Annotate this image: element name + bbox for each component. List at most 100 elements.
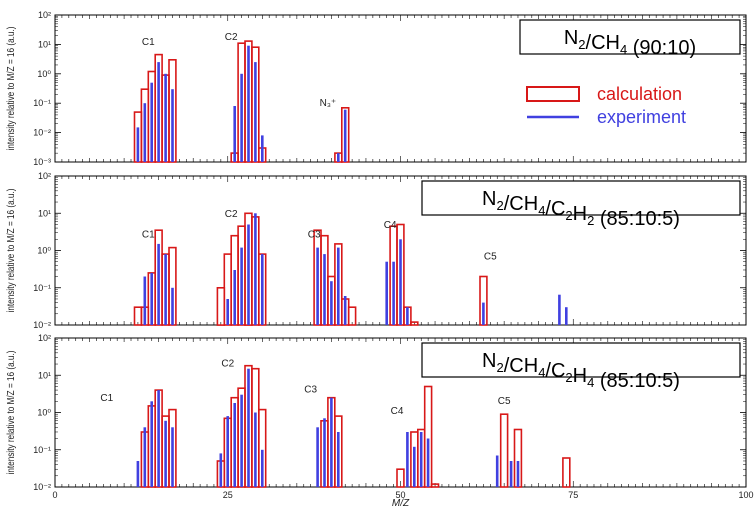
experiment-bar [254,213,257,325]
experiment-bar [337,248,340,325]
y-tick-label: 10⁰ [37,408,51,418]
experiment-bar [233,270,236,325]
calculation-bar [501,414,508,487]
experiment-bar [254,62,257,162]
panel-1: 10⁻³10⁻²10⁻¹10⁰10¹10²intensity relative … [5,10,746,167]
experiment-bar [517,461,520,487]
experiment-bar [385,262,388,325]
legend-calculation-swatch [527,87,579,101]
subscript: 2 [565,208,572,223]
subscript: 4 [538,365,545,380]
subscript: 4 [587,375,594,390]
y-tick-label: 10⁻¹ [33,98,51,108]
experiment-bar [261,254,264,325]
experiment-bar [164,74,167,162]
panel-3: 10⁻²10⁻¹10⁰10¹10²intensity relative to M… [5,333,753,506]
subscript: 4 [538,203,545,218]
calculation-bar [563,458,570,487]
title-text: /C [545,360,565,382]
y-tick-label: 10⁰ [37,246,51,256]
x-tick-label: 75 [568,490,578,500]
subscript: 2 [565,370,572,385]
group-label: C4 [391,406,404,417]
experiment-bar [420,432,423,487]
experiment-bar [392,262,395,325]
group-label: C5 [498,396,511,407]
group-label: C4 [384,220,397,231]
experiment-bar [482,303,485,325]
experiment-bar [171,89,174,162]
y-tick-label: 10¹ [38,208,51,218]
title-text: (85:10:5) [594,208,680,230]
title-text: N [564,27,578,49]
y-tick-label: 10² [38,171,51,181]
x-tick-label: 0 [52,490,57,500]
experiment-bar [330,281,333,325]
experiment-bar [220,453,223,487]
group-label: C1 [100,393,113,404]
experiment-bar [558,295,561,325]
y-tick-label: 10⁻³ [33,157,51,167]
experiment-bar [261,135,264,162]
experiment-bar [565,307,568,325]
y-axis-label: intensity relative to M/Z = 16 (a.u.) [5,189,16,313]
experiment-bar [240,248,243,325]
experiment-bar [240,74,243,162]
group-label: C2 [225,209,238,220]
y-tick-label: 10⁰ [37,69,51,79]
experiment-bar [337,153,340,162]
subscript: 2 [497,360,504,375]
experiment-bar [247,225,250,326]
y-tick-label: 10⁻² [33,320,51,330]
title-text: H [573,365,587,387]
experiment-bar [171,427,174,487]
experiment-bar [164,254,167,325]
title-text: /CH [504,355,538,377]
y-tick-label: 10⁻¹ [33,445,51,455]
experiment-bar [226,299,229,325]
group-label: C3 [308,229,321,240]
y-tick-label: 10⁻² [33,128,51,138]
experiment-bar [171,288,174,325]
x-axis-label: M/Z [392,498,410,506]
y-axis-label: intensity relative to M/Z = 16 (a.u.) [5,27,16,151]
experiment-bar [316,248,319,325]
title-text: (85:10:5) [594,370,680,392]
experiment-bar [344,296,347,325]
y-tick-label: 10¹ [38,39,51,49]
experiment-bar [144,277,147,326]
panel-2: 10⁻²10⁻¹10⁰10¹10²intensity relative to M… [5,171,746,330]
group-label: C3 [304,385,317,396]
calculation-bar [217,288,224,325]
experiment-bar [150,401,153,487]
experiment-bar [137,127,140,162]
experiment-bar [150,273,153,325]
experiment-bar [510,461,513,487]
group-label: C1 [142,37,155,48]
experiment-bar [399,239,402,325]
legend-experiment-label: experiment [597,107,686,127]
experiment-bar [261,450,264,487]
y-tick-label: 10² [38,333,51,343]
experiment-bar [150,83,153,162]
experiment-bar [247,369,250,487]
experiment-bar [157,244,160,325]
y-axis-label: intensity relative to M/Z = 16 (a.u.) [5,351,16,475]
experiment-bar [226,416,229,487]
title-text: H [573,203,587,225]
experiment-bar [337,432,340,487]
title-text: N [482,188,496,210]
x-tick-label: 100 [738,490,753,500]
experiment-bar [427,439,430,488]
subscript: 2 [578,37,585,52]
legend-calculation-label: calculation [597,84,682,104]
experiment-bar [240,395,243,487]
title-text: /C [545,198,565,220]
title-text: (90:10) [627,37,696,59]
experiment-bar [323,418,326,487]
experiment-bar [406,307,409,325]
experiment-bar [406,432,409,487]
subscript: 2 [587,213,594,228]
experiment-bar [323,254,326,325]
experiment-bar [233,106,236,162]
